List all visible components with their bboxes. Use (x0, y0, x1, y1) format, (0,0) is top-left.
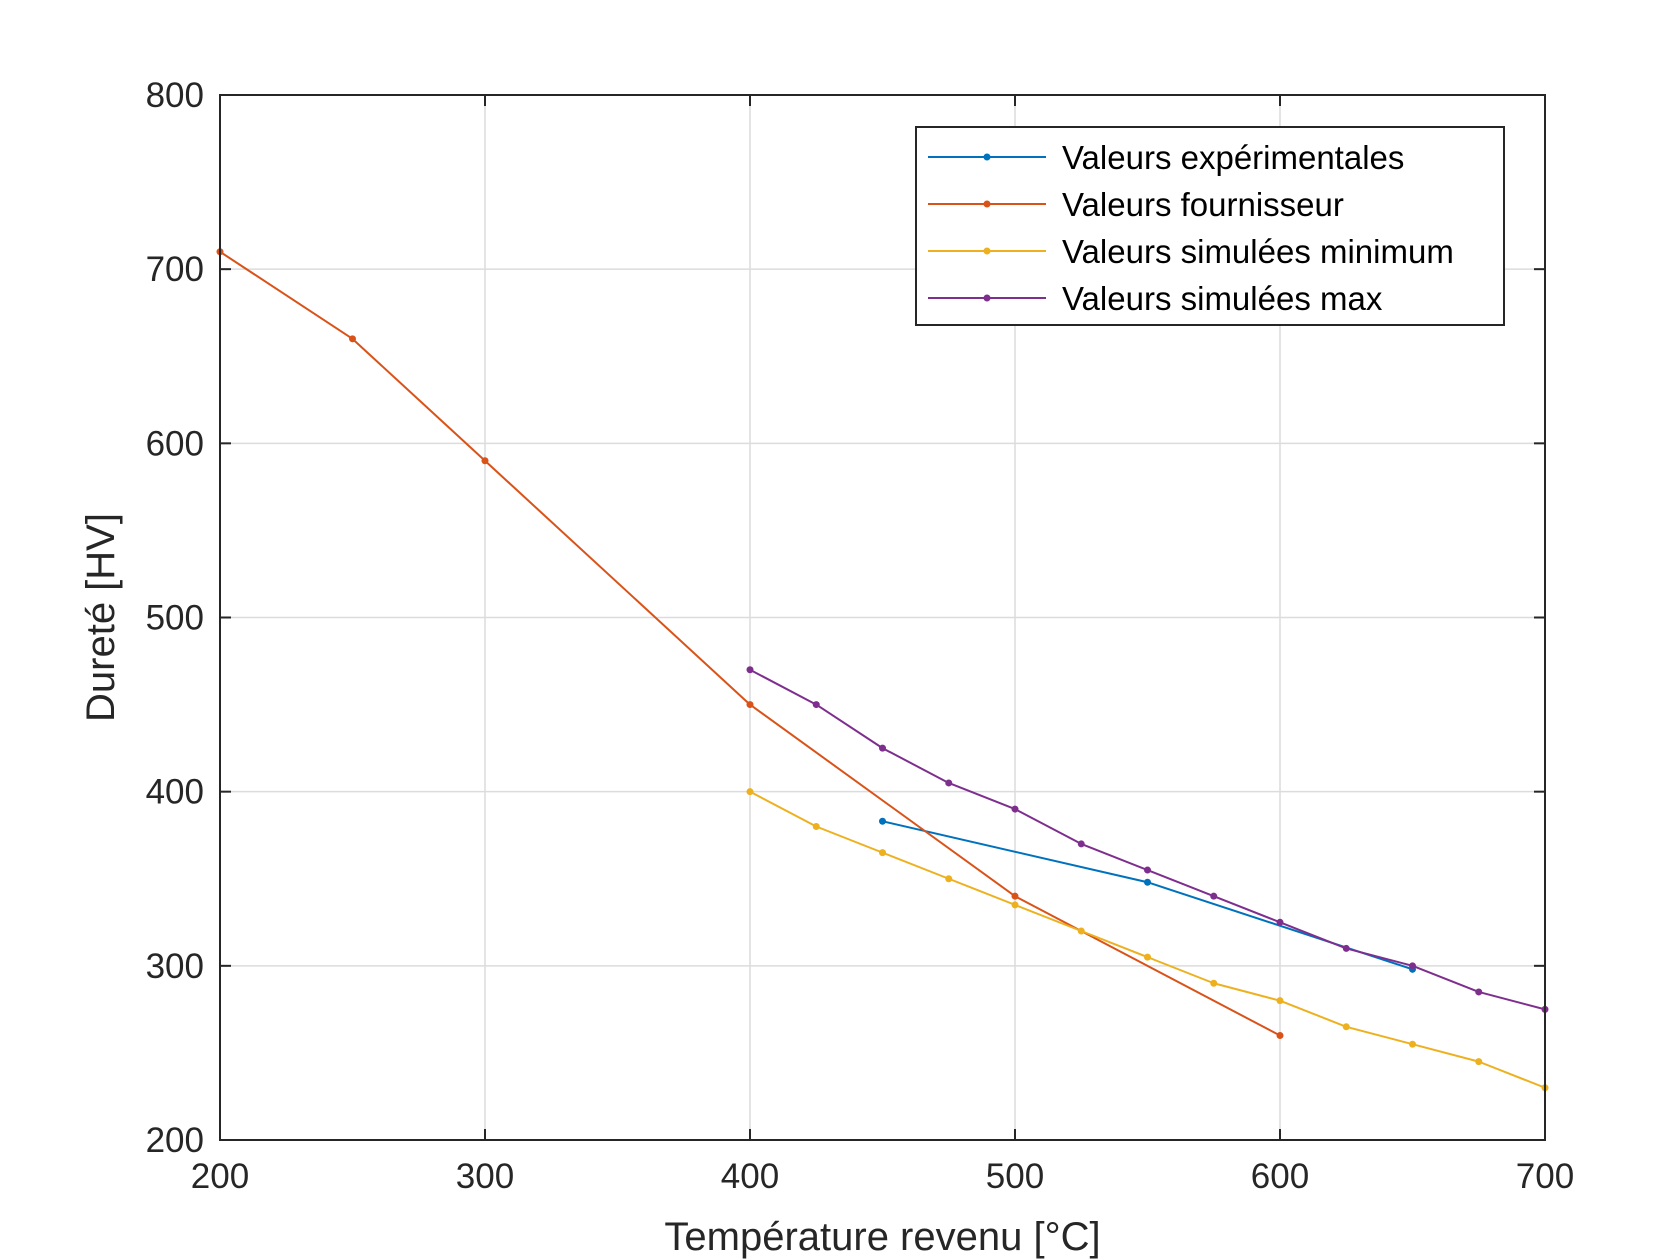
data-point (1011, 892, 1019, 900)
legend-item: Valeurs expérimentales (928, 139, 1404, 176)
x-axis-title: Température revenu [°C] (664, 1215, 1100, 1259)
legend-item: Valeurs simulées minimum (928, 233, 1454, 270)
y-tick-label: 600 (146, 424, 204, 463)
data-point (746, 788, 754, 796)
series-valeurs-simulees-max (746, 666, 1549, 1013)
data-point (349, 335, 356, 343)
x-tick-label: 200 (191, 1157, 249, 1196)
y-tick-label: 300 (146, 947, 204, 986)
legend-box (915, 126, 1505, 326)
data-point (481, 457, 489, 465)
data-point (1011, 901, 1019, 909)
legend-marker (983, 200, 991, 208)
series-valeurs-simulees-minimum (746, 788, 1549, 1092)
data-point (1409, 1040, 1416, 1048)
legend-item: Valeurs fournisseur (928, 186, 1344, 223)
y-axis-title: Dureté [HV] (79, 513, 123, 722)
legend-marker (983, 247, 991, 255)
data-point (1144, 878, 1151, 886)
data-point (746, 701, 754, 709)
legend-item: Valeurs simulées max (928, 280, 1383, 317)
data-point (1011, 805, 1019, 813)
data-point (812, 823, 820, 830)
data-point (1409, 962, 1416, 970)
data-point (945, 875, 953, 883)
legend-label: Valeurs simulées max (1062, 280, 1383, 317)
series-line (219, 250, 1281, 1037)
data-point (1077, 840, 1085, 848)
data-point (1342, 944, 1350, 952)
y-tick-label: 400 (146, 773, 204, 812)
data-point (1342, 1023, 1350, 1031)
data-point (1210, 892, 1218, 900)
data-point (1475, 1058, 1483, 1066)
x-tick-label: 300 (456, 1157, 514, 1196)
data-point (1210, 979, 1218, 987)
data-point (1276, 1032, 1284, 1039)
plot-frame (219, 94, 1546, 1141)
x-tick-label: 700 (1516, 1157, 1574, 1196)
series-valeurs-fournisseur (216, 248, 1284, 1039)
data-point (1276, 918, 1284, 926)
data-point (746, 666, 754, 674)
legend: Valeurs expérimentales Valeurs fournisseu… (915, 126, 1505, 326)
data-point (1144, 953, 1151, 961)
data-point (879, 849, 886, 857)
data-point (1475, 988, 1483, 996)
data-point (879, 817, 886, 825)
tick-labels: 200 300 400 500 600 700 200 300 400 500 600 700 800 (146, 76, 1575, 1196)
data-point (1144, 866, 1151, 874)
y-tick-label: 500 (146, 599, 204, 638)
legend-label: Valeurs simulées minimum (1062, 233, 1454, 270)
data-point (879, 744, 886, 752)
y-tick-label: 200 (146, 1121, 204, 1160)
data-point (1276, 997, 1284, 1005)
data-point (1077, 927, 1085, 935)
legend-marker (983, 153, 991, 161)
x-tick-label: 500 (986, 1157, 1044, 1196)
legend-marker (983, 294, 991, 302)
y-tick-label: 800 (146, 76, 204, 115)
legend-label: Valeurs expérimentales (1062, 139, 1404, 176)
x-tick-label: 400 (721, 1157, 779, 1196)
legend-label: Valeurs fournisseur (1062, 186, 1344, 223)
data-point (945, 779, 953, 787)
x-tick-label: 600 (1251, 1157, 1309, 1196)
data-point (812, 701, 820, 709)
series-lines (216, 248, 1549, 1092)
y-tick-label: 700 (146, 250, 204, 289)
